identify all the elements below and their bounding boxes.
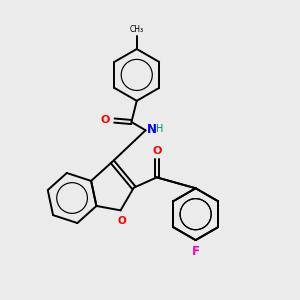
Text: O: O — [101, 115, 110, 125]
Text: CH₃: CH₃ — [130, 25, 144, 34]
Text: O: O — [118, 216, 126, 226]
Text: H: H — [156, 124, 164, 134]
Text: F: F — [192, 245, 200, 258]
Text: N: N — [147, 123, 157, 136]
Text: O: O — [152, 146, 162, 156]
